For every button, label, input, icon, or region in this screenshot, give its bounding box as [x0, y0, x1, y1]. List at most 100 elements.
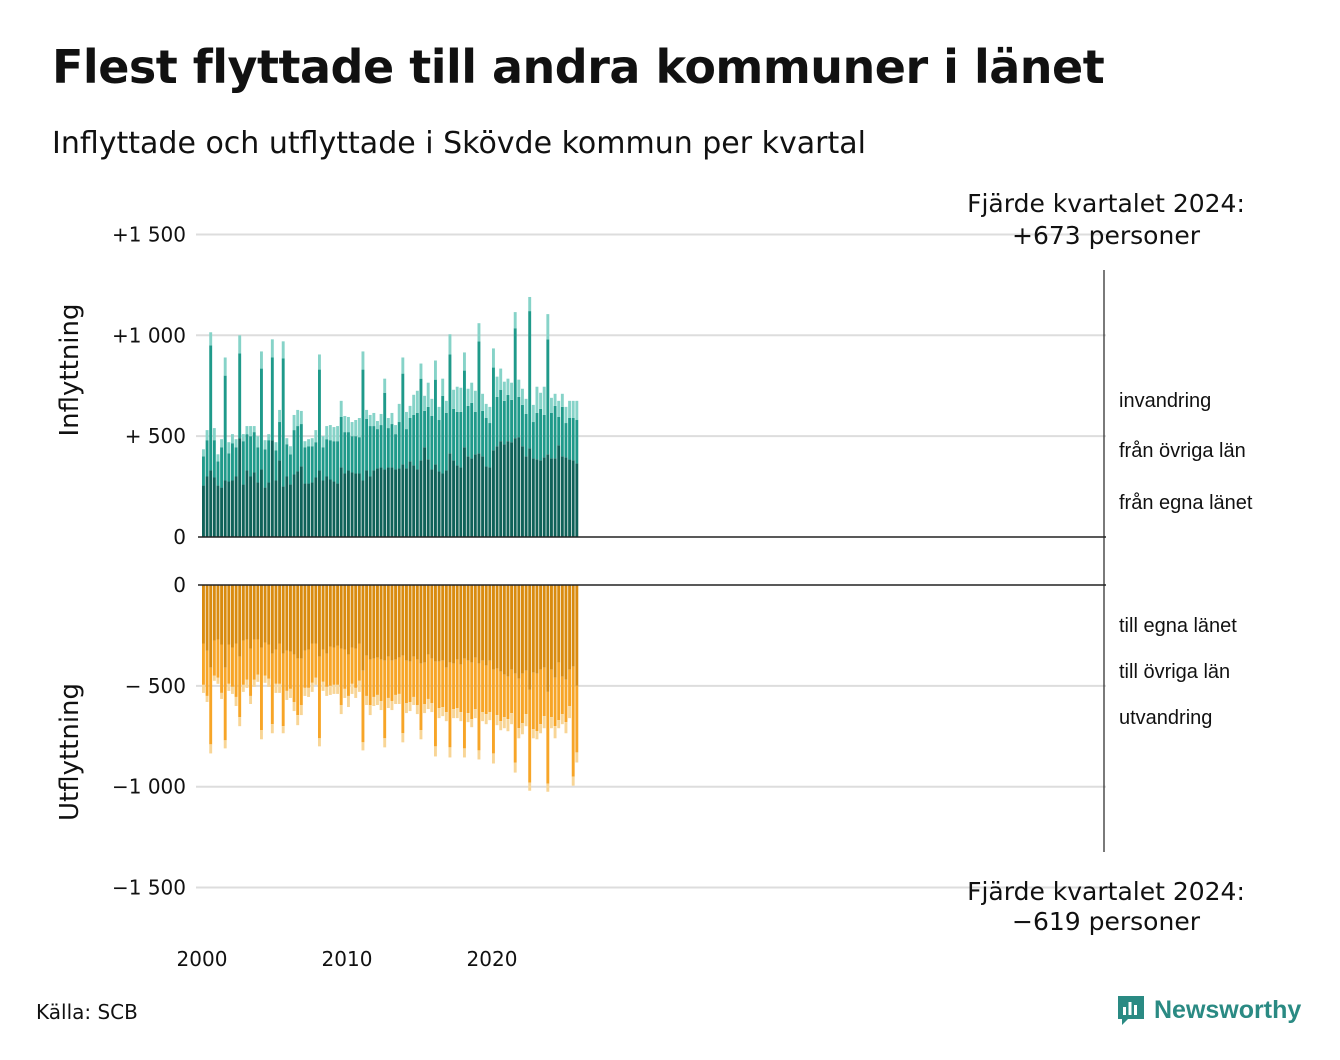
- bar-segment: [553, 726, 557, 739]
- bar-segment: [292, 701, 296, 712]
- bar-segment: [448, 585, 452, 663]
- bar-segment: [372, 658, 376, 697]
- bar-segment: [267, 585, 271, 645]
- bar-segment: [394, 469, 398, 537]
- bar-segment: [437, 471, 441, 537]
- bar-segment: [260, 585, 263, 648]
- bar-segment: [274, 442, 278, 451]
- bar-segment: [434, 661, 437, 747]
- bar-segment: [434, 585, 437, 662]
- bar-segment: [423, 395, 427, 411]
- bar-segment: [263, 642, 267, 676]
- bar-segment: [365, 419, 369, 471]
- bar-segment: [539, 408, 543, 461]
- bar-segment: [343, 473, 347, 537]
- bar-segment: [484, 403, 488, 418]
- x-tick-label: 2020: [467, 947, 518, 971]
- bar-segment: [274, 450, 278, 481]
- bar-segment: [564, 423, 568, 458]
- bar-segment: [383, 585, 387, 661]
- bar-segment: [223, 480, 227, 537]
- x-tick-label: 2010: [322, 947, 373, 971]
- bar-segment: [328, 685, 332, 695]
- bar-segment: [278, 409, 282, 423]
- bar-segment: [202, 456, 205, 486]
- bar-segment: [227, 585, 231, 645]
- bar-segment: [397, 585, 401, 658]
- bar-segment: [260, 647, 263, 731]
- bar-segment: [368, 414, 372, 427]
- bar-segment: [466, 405, 470, 457]
- bar-segment: [372, 585, 376, 659]
- bar-segment: [368, 705, 372, 716]
- bar-segment: [383, 378, 387, 393]
- bar-segment: [560, 676, 564, 715]
- bar-segment: [361, 369, 365, 481]
- bar-segment: [245, 426, 249, 435]
- bar-segment: [506, 585, 510, 677]
- bar-segment: [307, 483, 311, 537]
- bar-segment: [212, 477, 216, 537]
- axes-layer: 0 + 500 +1 000 +1 500 0 − 500 −1 000 −1 500 2000…: [112, 222, 1106, 971]
- bar-segment: [477, 585, 481, 664]
- bar-segment: [314, 585, 318, 644]
- newsworthy-logo: Newsworthy: [1116, 994, 1301, 1026]
- bar-segment: [524, 413, 528, 457]
- bar-segment: [481, 410, 485, 457]
- bar-segment: [205, 476, 209, 537]
- bar-segment: [473, 709, 477, 719]
- bar-segment: [231, 647, 234, 687]
- bar-segment: [234, 476, 238, 537]
- bar-segment: [314, 477, 318, 537]
- bar-segment: [564, 585, 568, 680]
- bar-segment: [459, 712, 463, 722]
- bar-segment: [347, 654, 350, 696]
- bar-segment: [430, 398, 434, 416]
- bar-segment: [252, 639, 256, 680]
- bar-segment: [285, 650, 289, 691]
- bar-segment: [252, 679, 256, 687]
- bar-segment: [252, 432, 256, 473]
- y-tick-label: +1 000: [112, 323, 186, 347]
- bar-segment: [568, 400, 572, 418]
- bar-segment: [557, 585, 561, 663]
- bar-segment: [397, 468, 401, 537]
- bar-segment: [535, 673, 539, 732]
- bar-segment: [437, 406, 441, 421]
- bar-segment: [296, 658, 300, 716]
- bar-segment: [270, 585, 274, 654]
- bar-segment: [434, 746, 437, 757]
- bar-segment: [205, 440, 209, 477]
- bar-segment: [481, 393, 485, 411]
- bar-segment: [361, 351, 365, 370]
- bar-segment: [238, 438, 242, 537]
- bar-segment: [274, 480, 278, 537]
- annotation-top-line1: Fjärde kvartalet 2024:: [967, 189, 1245, 218]
- bar-segment: [227, 644, 231, 684]
- bar-segment: [299, 705, 303, 716]
- bar-segment: [571, 460, 575, 537]
- bar-segment: [336, 426, 340, 442]
- bar-segment: [564, 679, 568, 723]
- bar-segment: [347, 695, 350, 708]
- bar-segment: [419, 378, 423, 461]
- bar-segment: [397, 657, 401, 694]
- bar-segment: [386, 467, 390, 537]
- bar-segment: [495, 396, 499, 447]
- bar-segment: [401, 655, 405, 734]
- bar-segment: [249, 426, 253, 437]
- bar-segment: [510, 713, 514, 725]
- bar-segment: [484, 466, 488, 537]
- grid-layer: [196, 233, 1106, 889]
- bar-segment: [546, 314, 550, 340]
- bar-segment: [238, 656, 242, 718]
- bar-segment: [227, 442, 231, 454]
- bar-segment: [256, 447, 260, 483]
- bar-segment: [405, 411, 408, 430]
- bar-segment: [372, 470, 376, 537]
- bar-segment: [470, 585, 474, 663]
- bar-segment: [473, 454, 477, 537]
- bar-segment: [542, 414, 546, 458]
- bar-segment: [281, 341, 285, 359]
- bar-segment: [281, 653, 285, 727]
